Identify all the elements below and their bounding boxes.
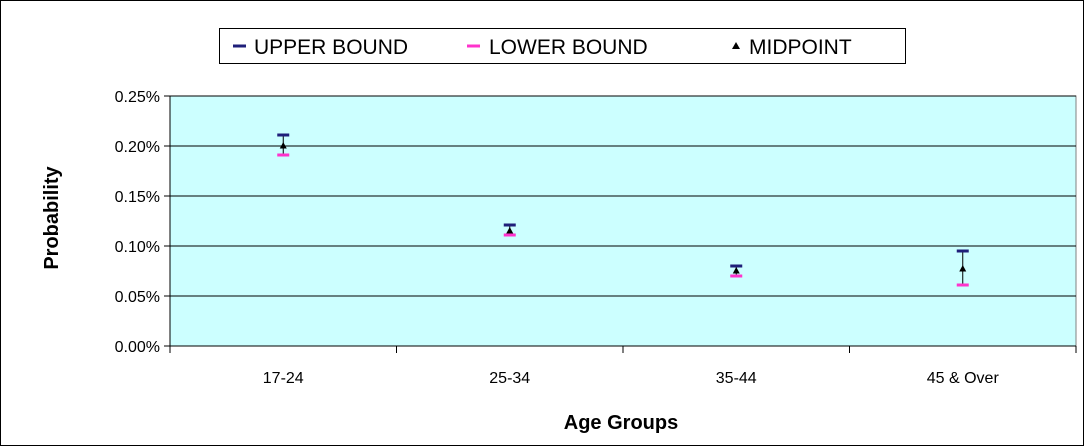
y-tick-label: 0.10% bbox=[115, 239, 160, 256]
midpoint-point bbox=[732, 267, 740, 274]
y-tick-label: 0.15% bbox=[115, 189, 160, 206]
grid-layer bbox=[170, 95, 1076, 297]
y-tick-label: 0.00% bbox=[115, 339, 160, 356]
x-tick-label: 17-24 bbox=[263, 370, 304, 387]
midpoint-point bbox=[506, 227, 514, 234]
x-tick-label: 35-44 bbox=[716, 370, 757, 387]
x-tick-label: 25-34 bbox=[489, 370, 530, 387]
y-axis-title: Probability bbox=[41, 165, 63, 269]
legend-midpoint-swatch bbox=[732, 42, 740, 49]
legend-upper-bound-label: UPPER BOUND bbox=[254, 36, 408, 59]
midpoint-point bbox=[959, 265, 967, 272]
marks-layer bbox=[277, 133, 969, 287]
y-tick-label: 0.05% bbox=[115, 289, 160, 306]
x-tick-label: 45 & Over bbox=[927, 370, 1000, 387]
y-tick-label: 0.20% bbox=[115, 139, 160, 156]
legend-lower-bound-label: LOWER BOUND bbox=[489, 36, 648, 59]
legend-midpoint-label: MIDPOINT bbox=[749, 36, 852, 59]
plot-area bbox=[169, 95, 1077, 347]
axis-layer: 0.00% 0.05% 0.10% 0.15% 0.20% 0.25% 17-24 25-34… bbox=[115, 89, 1077, 387]
legend-box bbox=[219, 28, 906, 64]
y-tick-label: 0.25% bbox=[115, 89, 160, 106]
legend: UPPER BOUND LOWER BOUND MIDPOINT bbox=[219, 28, 906, 64]
midpoint-point bbox=[279, 142, 287, 149]
x-axis-title: Age Groups bbox=[564, 412, 678, 434]
